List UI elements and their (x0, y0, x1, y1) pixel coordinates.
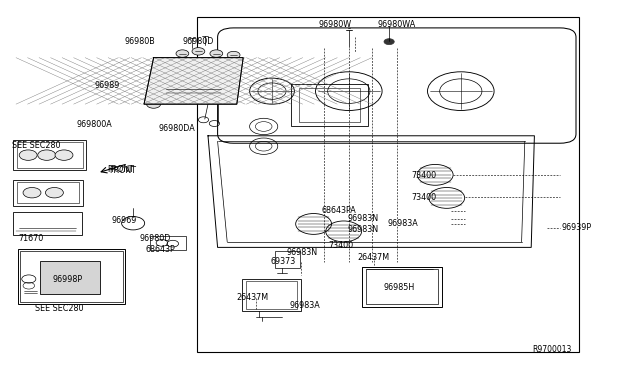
Bar (366, 269, 438, 304)
Text: 96983N: 96983N (287, 248, 318, 257)
Text: 96980D: 96980D (140, 234, 171, 243)
Circle shape (176, 50, 189, 57)
Bar (242, 279, 301, 311)
Text: 96969: 96969 (112, 216, 138, 225)
Text: 73400: 73400 (412, 171, 436, 180)
Text: SEE SEC280: SEE SEC280 (35, 304, 84, 313)
Text: 96939P: 96939P (562, 223, 592, 232)
Text: 96983A: 96983A (387, 219, 418, 228)
Text: 969800A: 969800A (77, 120, 113, 129)
Text: FRONT: FRONT (109, 166, 136, 174)
Text: R9700013: R9700013 (532, 345, 572, 354)
Circle shape (192, 48, 205, 55)
Text: 68643P: 68643P (146, 245, 175, 254)
Circle shape (23, 187, 41, 198)
Circle shape (227, 51, 240, 59)
Bar (197, 17, 579, 352)
Text: 96983N: 96983N (348, 225, 379, 234)
Bar (17, 182, 79, 203)
Text: 68643PA: 68643PA (321, 206, 356, 215)
Text: 96980D: 96980D (182, 37, 214, 46)
Bar (18, 249, 125, 304)
Bar (275, 251, 300, 268)
Text: 69373: 69373 (271, 257, 296, 266)
Bar (17, 142, 83, 168)
Bar (291, 84, 368, 126)
Text: 26437M: 26437M (357, 253, 389, 262)
Circle shape (45, 187, 63, 198)
Text: 96989: 96989 (94, 81, 120, 90)
Bar (13, 140, 86, 170)
Text: 71670: 71670 (18, 234, 43, 243)
Text: 96983N: 96983N (348, 214, 379, 223)
Text: 73400: 73400 (412, 193, 436, 202)
Circle shape (384, 39, 394, 45)
Bar (13, 212, 82, 235)
Bar (165, 69, 223, 99)
Circle shape (147, 100, 161, 108)
Bar (20, 251, 123, 302)
Circle shape (19, 150, 37, 160)
Text: 73400: 73400 (328, 241, 353, 250)
Text: 96980DA: 96980DA (159, 124, 195, 133)
Text: FRONT: FRONT (108, 165, 134, 174)
Text: 96980B: 96980B (125, 37, 156, 46)
Bar (362, 267, 442, 307)
Bar (40, 261, 100, 294)
Polygon shape (144, 58, 243, 104)
Circle shape (55, 150, 73, 160)
Circle shape (210, 50, 223, 57)
Text: 96980WA: 96980WA (378, 20, 416, 29)
Bar (13, 180, 83, 206)
Circle shape (38, 150, 56, 160)
Text: 96998P: 96998P (52, 275, 83, 284)
Bar (150, 236, 186, 250)
Text: 96985H: 96985H (384, 283, 415, 292)
Bar (246, 281, 297, 309)
Text: 96983A: 96983A (290, 301, 321, 310)
Bar (299, 88, 360, 122)
Text: 26437M: 26437M (237, 293, 269, 302)
Text: 96980W: 96980W (319, 20, 352, 29)
Text: SEE SEC280: SEE SEC280 (12, 141, 60, 150)
